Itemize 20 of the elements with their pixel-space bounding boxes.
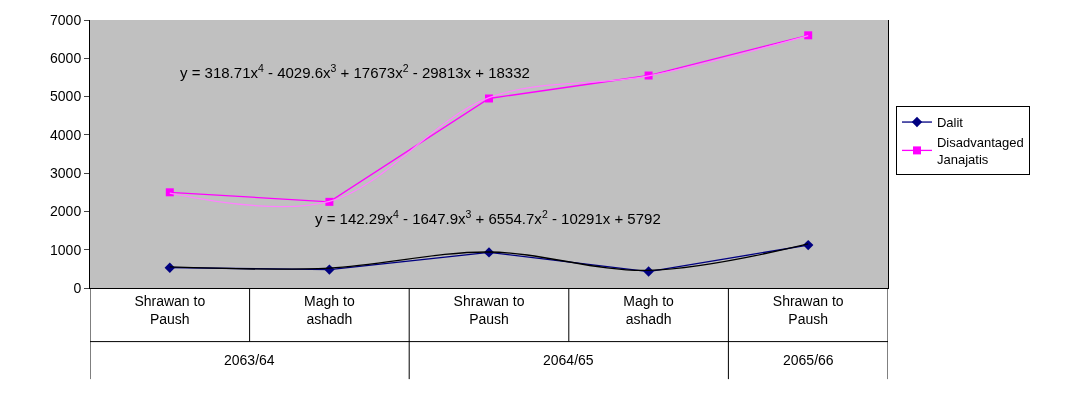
annotation: y = 318.71x$^{4}$ - 4029.6x$^{3}$ + 17673x$^{2}$ - 29813x + 18332 xyxy=(180,62,530,82)
y-tick-label: 0 xyxy=(73,279,82,296)
y-tick-label: 7000 xyxy=(50,11,82,28)
x-tick-label: Shrawan to Paush xyxy=(134,292,206,327)
x-tick-label: Shrawan to Paush xyxy=(453,292,525,327)
y-tick-label: 1000 xyxy=(50,241,82,258)
y-tick-label: 6000 xyxy=(50,50,82,67)
x-tick-label: Magh to ashadh xyxy=(304,292,355,327)
text: 2064/65 xyxy=(543,352,594,368)
y-tick-label: 5000 xyxy=(50,88,82,105)
text: 2063/64 xyxy=(224,352,275,368)
y-tick-label: 2000 xyxy=(50,203,82,220)
annotation: y = 142.29x$^{4}$ - 1647.9x$^{3}$ + 6554.7x$^{2}$ - 10291x + 5792 xyxy=(315,208,661,228)
x-tick-label: Shrawan to Paush xyxy=(772,292,844,327)
y-tick-label: 3000 xyxy=(50,165,82,182)
x-tick-label: Magh to ashadh xyxy=(623,292,675,327)
text: 2065/66 xyxy=(783,352,834,368)
y-tick-label: 4000 xyxy=(50,126,82,143)
legend-label: Disadvantaged Janajatis xyxy=(936,135,1024,167)
legend-label: Dalit xyxy=(936,115,964,131)
